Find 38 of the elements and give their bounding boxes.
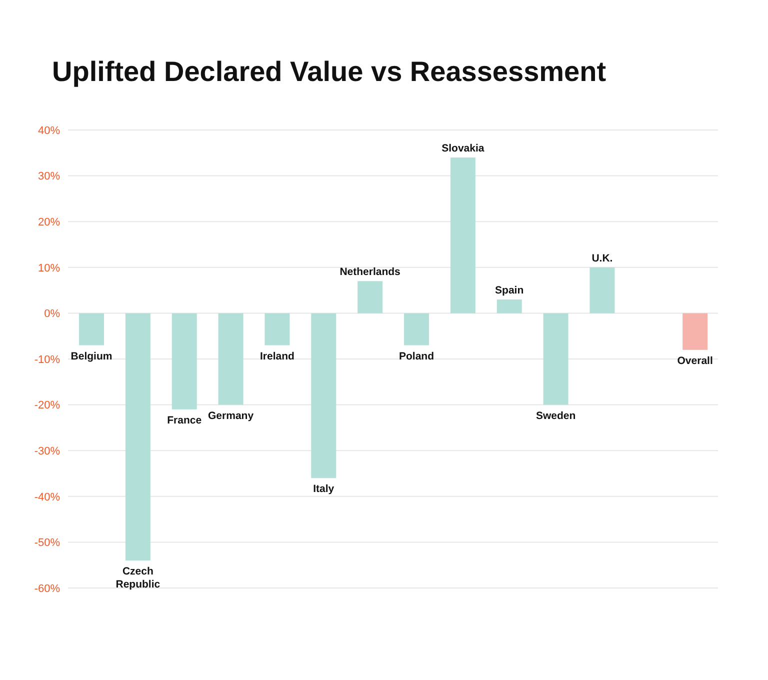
y-tick-label: 30% [38,170,60,183]
x-tick-label: U.K. [592,252,613,264]
bar [311,313,336,478]
x-tick-label: Spain [495,284,524,296]
bar [79,313,104,346]
x-tick-label: Poland [398,350,434,362]
y-tick-label: 0% [44,308,60,320]
y-tick-label: 20% [38,216,60,229]
y-tick-label: -50% [34,537,60,550]
y-tick-label: -60% [34,582,60,595]
x-tick-label: France [167,414,202,426]
bar [404,313,429,346]
x-tick-label: Sweden [536,410,576,422]
bar [450,157,476,314]
x-tick-label: Belgium [70,350,112,362]
bar [682,313,708,350]
y-tick-label: -20% [34,400,60,412]
bar [264,313,290,346]
x-tick-label: Germany [208,410,254,422]
y-tick-label: 40% [38,124,60,137]
chart-title: Uplifted Declared Value vs Reassessment [51,55,608,89]
bar [172,313,197,410]
x-tick-label: Italy [313,483,334,496]
bar [358,281,383,314]
x-tick-label: Ireland [260,350,294,362]
y-tick-label: -30% [34,446,60,458]
y-tick-label: -10% [34,354,60,366]
bar [218,313,244,405]
bar [590,267,615,314]
y-tick-label: 10% [38,262,60,274]
bar [543,313,568,405]
x-tick-label: Overall [677,354,713,367]
bar [496,299,522,314]
x-tick-label: Czech Republic [116,566,160,591]
bar [125,313,150,561]
x-tick-label: Slovakia [442,142,484,154]
x-tick-label: Netherlands [340,266,401,278]
y-tick-label: -40% [34,491,60,504]
